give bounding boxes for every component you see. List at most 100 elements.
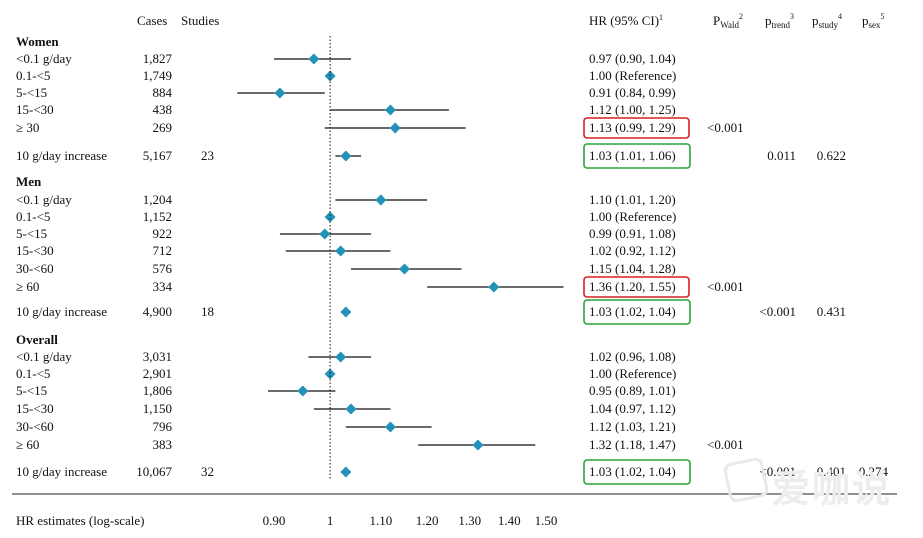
row-hr-ci: 1.12 (1.03, 1.21) [589, 419, 676, 434]
hr-marker [335, 245, 347, 257]
p-study-value: 0.622 [817, 148, 846, 163]
row-label: ≥ 30 [16, 120, 39, 135]
row-hr-ci: 0.95 (0.89, 1.01) [589, 383, 676, 398]
hr-marker [340, 150, 352, 162]
highlight-box-red [583, 276, 690, 298]
x-tick-label: 1 [327, 513, 334, 528]
row-cases: 1,152 [143, 209, 172, 224]
section-title-overall: Overall [16, 332, 58, 347]
row-hr-ci: 1.36 (1.20, 1.55) [589, 279, 676, 294]
hr-marker [324, 368, 336, 380]
header-p-sex-sup: 5 [881, 12, 885, 21]
section-title-men: Men [16, 174, 42, 189]
x-tick-label: 1.40 [498, 513, 521, 528]
hr-marker [324, 211, 336, 223]
hr-marker [375, 194, 387, 206]
row-cases: 1,749 [143, 68, 172, 83]
hr-marker [274, 87, 286, 99]
header-p-wald-sub: Wald [720, 20, 739, 30]
row-hr-ci: 1.13 (0.99, 1.29) [589, 120, 676, 135]
row-label: 5-<15 [16, 383, 47, 398]
hr-marker [345, 403, 357, 415]
hr-marker [472, 439, 484, 451]
row-label: <0.1 g/day [16, 349, 72, 364]
row-hr-ci: 1.02 (0.92, 1.12) [589, 243, 676, 258]
hr-marker [389, 122, 401, 134]
hr-marker [297, 385, 309, 397]
row-label: 15-<30 [16, 102, 54, 117]
row-label: 30-<60 [16, 261, 54, 276]
row-label: 0.1-<5 [16, 366, 50, 381]
row-cases: 922 [153, 226, 173, 241]
increase-label: 10 g/day increase [16, 464, 107, 479]
section-title-women: Women [16, 34, 59, 49]
header-hr: HR (95% CI)1 [589, 13, 663, 28]
row-label: ≥ 60 [16, 437, 39, 452]
increase-cases: 5,167 [143, 148, 173, 163]
p-wald-value: <0.001 [707, 437, 744, 452]
row-label: 5-<15 [16, 226, 47, 241]
row-cases: 712 [153, 243, 173, 258]
row-cases: 1,150 [143, 401, 172, 416]
header-p-wald-sup: 2 [739, 12, 743, 21]
x-axis: HR estimates (log-scale) 0.90 1 1.10 1.20 1.… [12, 493, 897, 528]
highlight-box-red [583, 117, 690, 139]
plot-marks [237, 36, 564, 480]
increase-hr-ci: 1.03 (1.01, 1.06) [589, 148, 676, 163]
row-label: 15-<30 [16, 243, 54, 258]
header-p-wald: PWald2 [713, 12, 743, 30]
header-hr-sup: 1 [659, 13, 663, 22]
p-wald-value: <0.001 [707, 279, 744, 294]
increase-hr-ci: 1.03 (1.02, 1.04) [589, 304, 676, 319]
row-cases: 1,827 [143, 51, 173, 66]
header-p-trend-letter: p [765, 13, 772, 28]
hr-marker [399, 263, 411, 275]
row-hr-ci: 0.97 (0.90, 1.04) [589, 51, 676, 66]
header-p-sex: psex5 [862, 12, 885, 30]
x-tick-label: 0.90 [263, 513, 286, 528]
header-hr-text: HR (95% CI) [589, 13, 659, 28]
highlight-box-green [583, 299, 691, 325]
hr-marker [319, 228, 331, 240]
header-p-trend-sup: 3 [790, 12, 794, 21]
increase-hr-ci: 1.03 (1.02, 1.04) [589, 464, 676, 479]
row-hr-ci: 1.12 (1.00, 1.25) [589, 102, 676, 117]
row-hr-ci: 1.32 (1.18, 1.47) [589, 437, 676, 452]
header-p-study-sup: 4 [838, 12, 842, 21]
row-label: <0.1 g/day [16, 51, 72, 66]
header-p-trend-sub: trend [772, 20, 791, 30]
hr-marker [384, 421, 396, 433]
header-p-study-sub: study [819, 20, 839, 30]
header-p-study-letter: p [812, 13, 819, 28]
increase-studies: 23 [201, 148, 214, 163]
row-label: 0.1-<5 [16, 68, 50, 83]
row-label: ≥ 60 [16, 279, 39, 294]
row-label: 0.1-<5 [16, 209, 50, 224]
row-hr-ci: 1.10 (1.01, 1.20) [589, 192, 676, 207]
increase-label: 10 g/day increase [16, 148, 107, 163]
header-cases: Cases [137, 13, 167, 28]
increase-cases: 4,900 [143, 304, 172, 319]
row-hr-ci: 1.00 (Reference) [589, 68, 676, 83]
p-study-value: 0.431 [817, 304, 846, 319]
hr-marker [308, 53, 320, 65]
highlight-box-green [583, 143, 691, 169]
header-studies: Studies [181, 13, 219, 28]
x-tick-label: 1.30 [458, 513, 481, 528]
p-trend-value: <0.001 [759, 304, 796, 319]
row-cases: 1,806 [143, 383, 173, 398]
row-cases: 884 [153, 85, 173, 100]
highlight-box-green [583, 459, 691, 485]
increase-cases: 10,067 [136, 464, 172, 479]
header-row: Cases Studies HR (95% CI)1 PWald2 ptrend… [137, 12, 885, 30]
row-cases: 2,901 [143, 366, 172, 381]
increase-studies: 18 [201, 304, 214, 319]
hr-marker [384, 104, 396, 116]
header-p-study: pstudy4 [812, 12, 842, 30]
row-hr-ci: 1.02 (0.96, 1.08) [589, 349, 676, 364]
p-sex-value: 0.274 [859, 464, 889, 479]
row-hr-ci: 1.00 (Reference) [589, 366, 676, 381]
table-rows: Women <0.1 g/day 1,827 0.97 (0.90, 1.04) 0.1… [16, 34, 889, 485]
x-tick-label: 1.10 [369, 513, 392, 528]
